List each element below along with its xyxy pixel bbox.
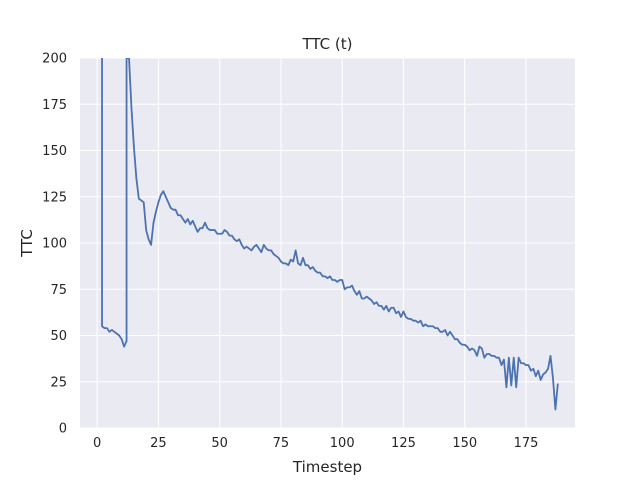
chart-title: TTC (t) — [301, 35, 352, 53]
y-tick-label: 150 — [42, 144, 67, 159]
y-tick-label: 25 — [50, 375, 67, 390]
y-axis-label: TTC — [18, 229, 36, 258]
x-tick-label: 0 — [93, 436, 101, 451]
y-tick-label: 175 — [42, 98, 67, 113]
x-tick-label: 125 — [391, 436, 416, 451]
x-tick-label: 175 — [514, 436, 539, 451]
series-layer — [101, 58, 559, 411]
grid — [80, 57, 575, 429]
x-axis-label: Timestep — [292, 458, 362, 476]
y-tick-label: 100 — [42, 237, 67, 252]
y-tick-label: 50 — [50, 329, 67, 344]
x-tick-label: 75 — [273, 436, 290, 451]
y-tick-label: 200 — [42, 52, 67, 67]
tick-labels: 0 25 50 75 100 125 150 175 0 25 50 75 100 125 150 175 20… — [42, 52, 538, 452]
y-tick-label: 75 — [50, 283, 67, 298]
x-tick-label: 50 — [211, 436, 228, 451]
x-tick-label: 100 — [330, 436, 355, 451]
x-tick-label: 150 — [452, 436, 477, 451]
series-line — [101, 58, 559, 411]
y-tick-label: 125 — [42, 190, 67, 205]
y-tick-label: 0 — [59, 422, 67, 437]
x-tick-label: 25 — [150, 436, 167, 451]
